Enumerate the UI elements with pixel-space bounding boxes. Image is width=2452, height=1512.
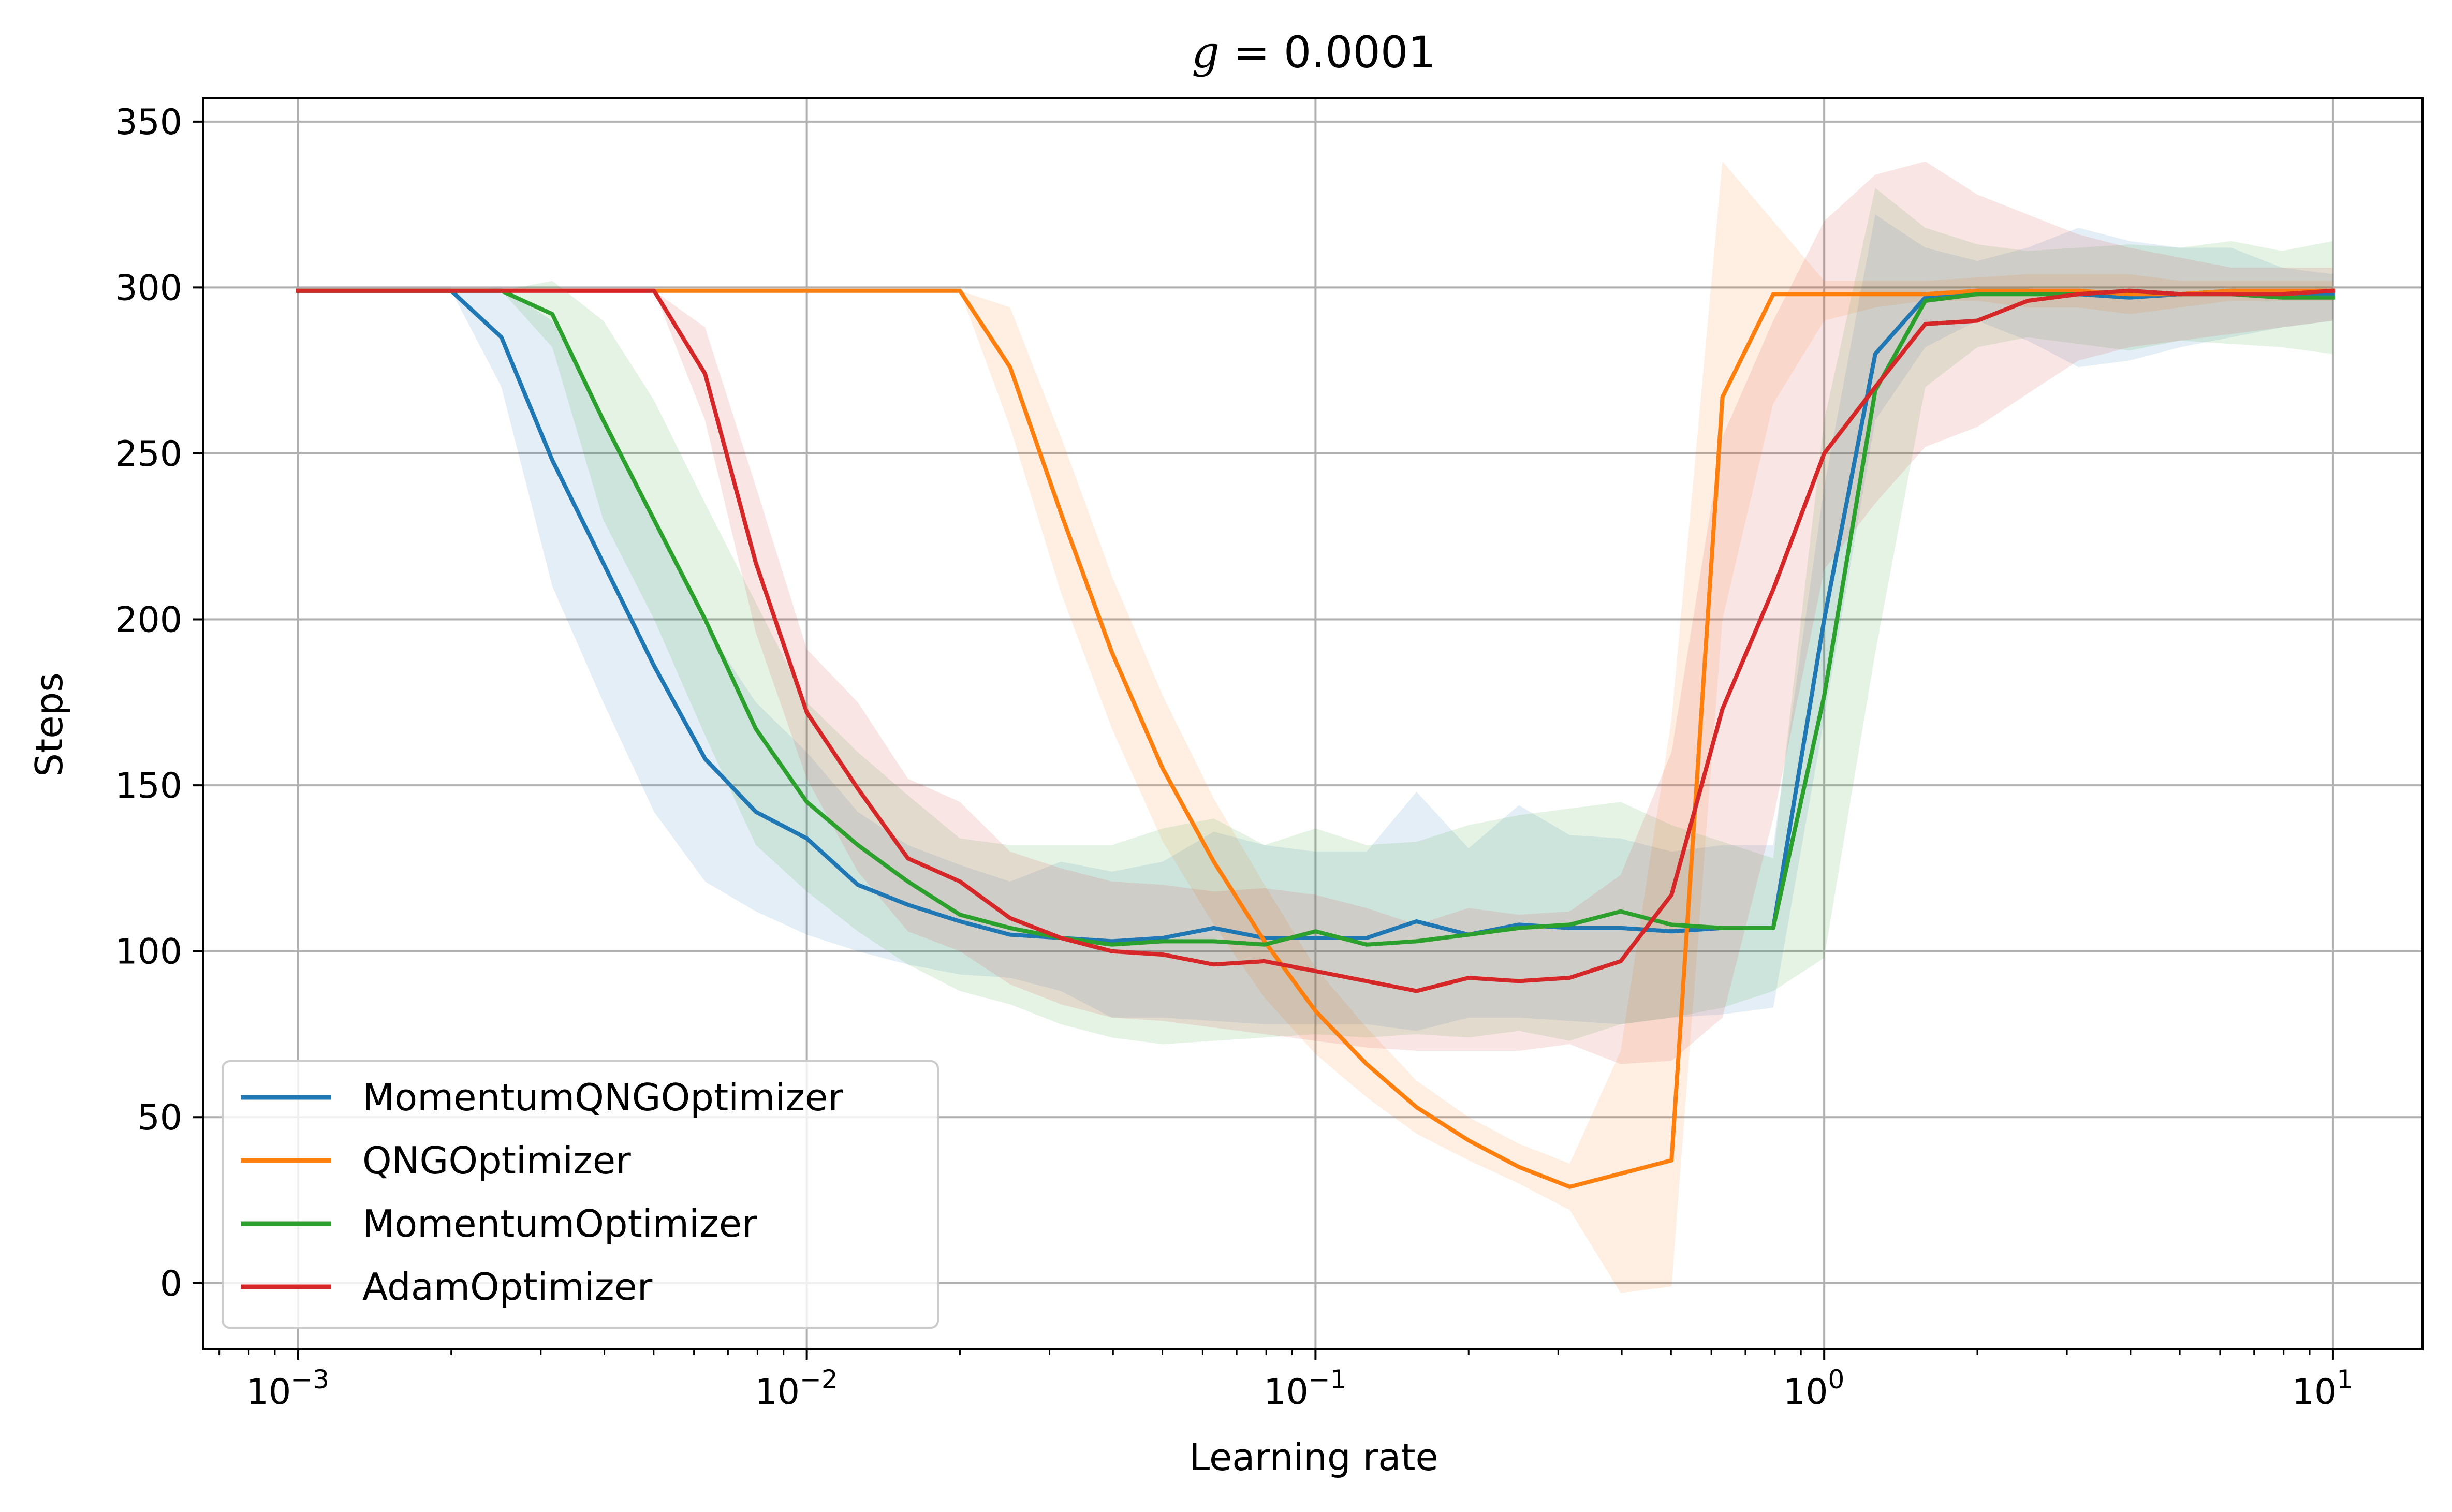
y-tick-label: 0 xyxy=(160,1264,182,1304)
band-series-2 xyxy=(298,188,2333,1045)
y-axis-ticks: 0 50 100 150 200 250 300 350 xyxy=(115,102,203,1304)
legend-item-qng: QNGOptimizer xyxy=(241,1139,631,1182)
x-axis-ticks: 10−3 10−2 10−1 100 101 xyxy=(218,1349,2353,1413)
y-tick-label: 300 xyxy=(115,268,182,309)
chart-title: g = 0.0001 xyxy=(1192,27,1435,78)
y-tick-label: 350 xyxy=(115,102,182,143)
legend-item-momentumqng: MomentumQNGOptimizer xyxy=(241,1076,843,1119)
series-lines xyxy=(296,288,2336,1189)
legend: MomentumQNGOptimizer QNGOptimizer Moment… xyxy=(222,1060,939,1329)
band-series-0 xyxy=(298,214,2333,1031)
line-series-2 xyxy=(296,288,2335,947)
chart-title-variable: g xyxy=(1192,27,1220,78)
y-axis-label: Steps xyxy=(27,672,71,776)
y-tick-label: 100 xyxy=(115,932,182,973)
x-tick-label: 101 xyxy=(2292,1364,2353,1413)
x-tick-label: 100 xyxy=(1783,1364,1844,1413)
band-series-1 xyxy=(298,161,2333,1293)
x-tick-label: 10−2 xyxy=(755,1364,838,1413)
x-tick-label: 10−3 xyxy=(246,1364,329,1413)
y-tick-label: 250 xyxy=(115,434,182,475)
confidence-bands xyxy=(298,161,2333,1293)
chart-title-value: = 0.0001 xyxy=(1220,27,1436,78)
y-tick-label: 50 xyxy=(137,1097,182,1138)
legend-label-qng: QNGOptimizer xyxy=(362,1139,631,1182)
band-series-3 xyxy=(298,161,2333,1064)
grid-lines xyxy=(203,98,2422,1349)
legend-item-momentum: MomentumOptimizer xyxy=(241,1202,757,1245)
x-tick-label: 10−1 xyxy=(1264,1364,1346,1413)
plot-area xyxy=(202,97,2424,1350)
plot-frame xyxy=(202,97,2424,1350)
legend-label-momentum: MomentumOptimizer xyxy=(362,1202,757,1245)
y-tick-label: 200 xyxy=(115,600,182,641)
legend-item-adam: AdamOptimizer xyxy=(241,1265,653,1309)
y-tick-label: 150 xyxy=(115,766,182,806)
legend-label-momentumqng: MomentumQNGOptimizer xyxy=(362,1076,843,1119)
legend-frame xyxy=(222,1060,939,1329)
x-axis-label: Learning rate xyxy=(1189,1435,1438,1479)
legend-label-adam: AdamOptimizer xyxy=(362,1265,653,1309)
line-series-3 xyxy=(296,288,2336,993)
